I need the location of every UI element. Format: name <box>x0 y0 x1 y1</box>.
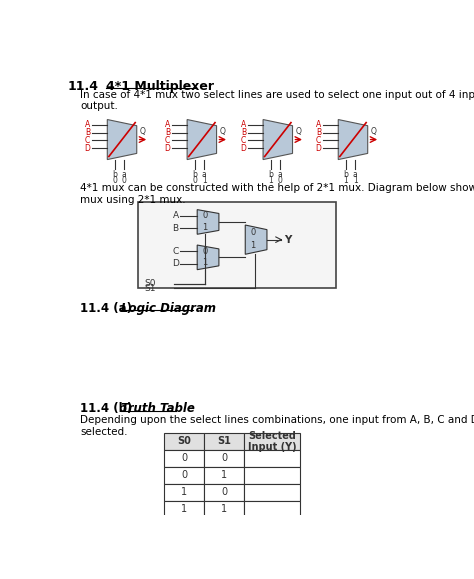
Text: S0: S0 <box>177 437 191 446</box>
Text: B: B <box>173 223 179 233</box>
Bar <box>245 450 300 467</box>
Text: A: A <box>173 211 179 220</box>
Text: 0: 0 <box>202 247 208 256</box>
Text: b: b <box>268 170 273 178</box>
Text: 1: 1 <box>181 487 187 497</box>
Text: 1: 1 <box>221 470 228 480</box>
Text: Selected
Input (Y): Selected Input (Y) <box>248 431 297 452</box>
Text: b: b <box>192 170 197 178</box>
Text: B: B <box>165 128 170 137</box>
Text: 1: 1 <box>250 241 255 250</box>
Text: Depending upon the select lines combinations, one input from A, B, C and D will : Depending upon the select lines combinat… <box>80 415 474 437</box>
Bar <box>164 467 204 483</box>
Text: 1: 1 <box>181 504 187 514</box>
Text: C: C <box>241 136 246 145</box>
Text: 0: 0 <box>221 487 228 497</box>
Text: b: b <box>113 170 118 178</box>
Text: A: A <box>316 120 321 130</box>
Text: D: D <box>84 144 90 152</box>
Bar <box>164 501 204 518</box>
Text: D: D <box>315 144 321 152</box>
Bar <box>245 433 300 450</box>
Bar <box>164 450 204 467</box>
Text: 0: 0 <box>181 453 187 463</box>
Text: 0: 0 <box>181 470 187 480</box>
Text: C: C <box>165 136 170 145</box>
Text: C: C <box>173 247 179 256</box>
Text: Q: Q <box>371 127 377 135</box>
Text: a: a <box>278 170 283 178</box>
Text: 0: 0 <box>221 453 228 463</box>
Text: D: D <box>240 144 246 152</box>
Bar <box>204 433 245 450</box>
Text: 0: 0 <box>192 176 197 185</box>
Polygon shape <box>263 119 292 160</box>
Polygon shape <box>197 210 219 234</box>
Polygon shape <box>187 119 217 160</box>
Bar <box>138 202 336 288</box>
Bar <box>245 467 300 483</box>
Bar <box>204 501 245 518</box>
Text: S0: S0 <box>145 279 156 288</box>
Text: A: A <box>241 120 246 130</box>
Bar <box>164 433 204 450</box>
Text: 0: 0 <box>122 176 127 185</box>
Text: a: a <box>202 170 207 178</box>
Bar <box>204 483 245 501</box>
Text: A: A <box>85 120 90 130</box>
Text: 0: 0 <box>113 176 118 185</box>
Text: B: B <box>241 128 246 137</box>
Text: 1: 1 <box>202 258 208 267</box>
Text: B: B <box>316 128 321 137</box>
Text: Q: Q <box>219 127 226 135</box>
Text: Q: Q <box>296 127 301 135</box>
Text: Q: Q <box>140 127 146 135</box>
Text: 1: 1 <box>344 176 348 185</box>
Text: 1: 1 <box>353 176 358 185</box>
Text: 1: 1 <box>268 176 273 185</box>
Text: 0: 0 <box>202 211 208 220</box>
Text: 11.4 (a): 11.4 (a) <box>80 302 132 315</box>
Text: A: A <box>165 120 170 130</box>
Text: 0: 0 <box>250 228 255 237</box>
Text: 1: 1 <box>221 504 228 514</box>
Text: 4*1 Multiplexer: 4*1 Multiplexer <box>106 80 214 93</box>
Polygon shape <box>245 225 267 254</box>
Bar <box>204 467 245 483</box>
Polygon shape <box>197 245 219 270</box>
Text: b: b <box>344 170 348 178</box>
Text: a: a <box>353 170 358 178</box>
Polygon shape <box>107 119 137 160</box>
Text: 4*1 mux can be constructed with the help of 2*1 mux. Diagram below shows a 4*1
m: 4*1 mux can be constructed with the help… <box>80 184 474 205</box>
Text: D: D <box>172 259 179 268</box>
Text: In case of 4*1 mux two select lines are used to select one input out of 4 inputs: In case of 4*1 mux two select lines are … <box>80 90 474 111</box>
Text: S1: S1 <box>145 284 156 292</box>
Bar <box>245 501 300 518</box>
Text: 11.4: 11.4 <box>68 80 99 93</box>
Polygon shape <box>338 119 368 160</box>
Text: D: D <box>164 144 170 152</box>
Text: C: C <box>316 136 321 145</box>
Bar <box>245 483 300 501</box>
Text: Y: Y <box>284 234 292 245</box>
Text: 1: 1 <box>202 223 208 232</box>
Text: S1: S1 <box>218 437 231 446</box>
Text: Logic Diagram: Logic Diagram <box>121 302 216 315</box>
Bar <box>164 483 204 501</box>
Text: Truth Table: Truth Table <box>121 402 195 415</box>
Text: 1: 1 <box>202 176 207 185</box>
Bar <box>204 450 245 467</box>
Text: 11.4 (b): 11.4 (b) <box>80 402 133 415</box>
Text: 0: 0 <box>278 176 283 185</box>
Text: C: C <box>85 136 90 145</box>
Text: B: B <box>85 128 90 137</box>
Text: a: a <box>122 170 127 178</box>
